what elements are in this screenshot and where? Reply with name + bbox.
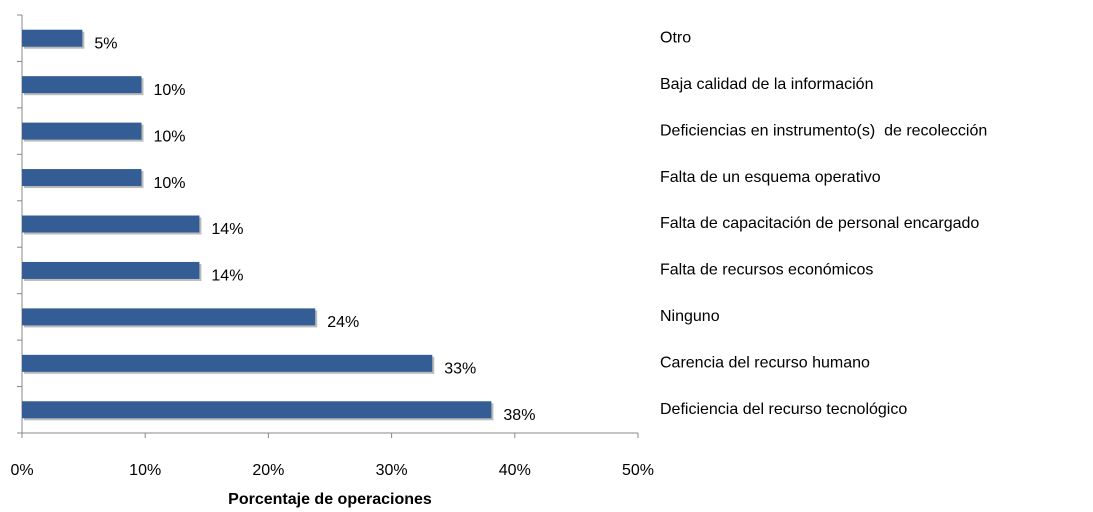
value-label: 33% (444, 361, 476, 378)
bar (22, 261, 200, 279)
x-tick-label: 30% (376, 462, 408, 479)
x-tick-label: 20% (252, 462, 284, 479)
bar (22, 401, 492, 419)
value-label: 38% (503, 407, 535, 424)
bar (22, 354, 433, 372)
value-label: 10% (154, 175, 186, 192)
x-tick-label: 40% (499, 462, 531, 479)
category-label: Ninguno (660, 308, 720, 325)
value-label: 5% (94, 35, 117, 52)
bar (22, 169, 142, 187)
bar (22, 29, 83, 47)
category-label: Falta de un esquema operativo (660, 169, 881, 186)
x-axis-label: Porcentaje de operaciones (228, 491, 432, 508)
bar (22, 215, 200, 233)
category-label: Otro (660, 29, 691, 46)
category-label: Carencia del recurso humano (660, 355, 870, 372)
category-label: Falta de recursos económicos (660, 262, 873, 279)
category-label: Deficiencias en instrumento(s) de recole… (660, 122, 987, 139)
bar (22, 76, 142, 94)
x-tick-label: 50% (622, 462, 654, 479)
value-label: 24% (327, 314, 359, 331)
bar (22, 122, 142, 140)
category-label: Falta de capacitación de personal encarg… (660, 215, 979, 232)
category-label: Deficiencia del recurso tecnológico (660, 401, 907, 418)
bar (22, 308, 316, 326)
value-label: 10% (154, 82, 186, 99)
category-label: Baja calidad de la información (660, 76, 873, 93)
value-label: 14% (211, 268, 243, 285)
value-label: 14% (211, 221, 243, 238)
value-label: 10% (154, 128, 186, 145)
x-tick-label: 10% (129, 462, 161, 479)
x-tick-label: 0% (10, 462, 33, 479)
